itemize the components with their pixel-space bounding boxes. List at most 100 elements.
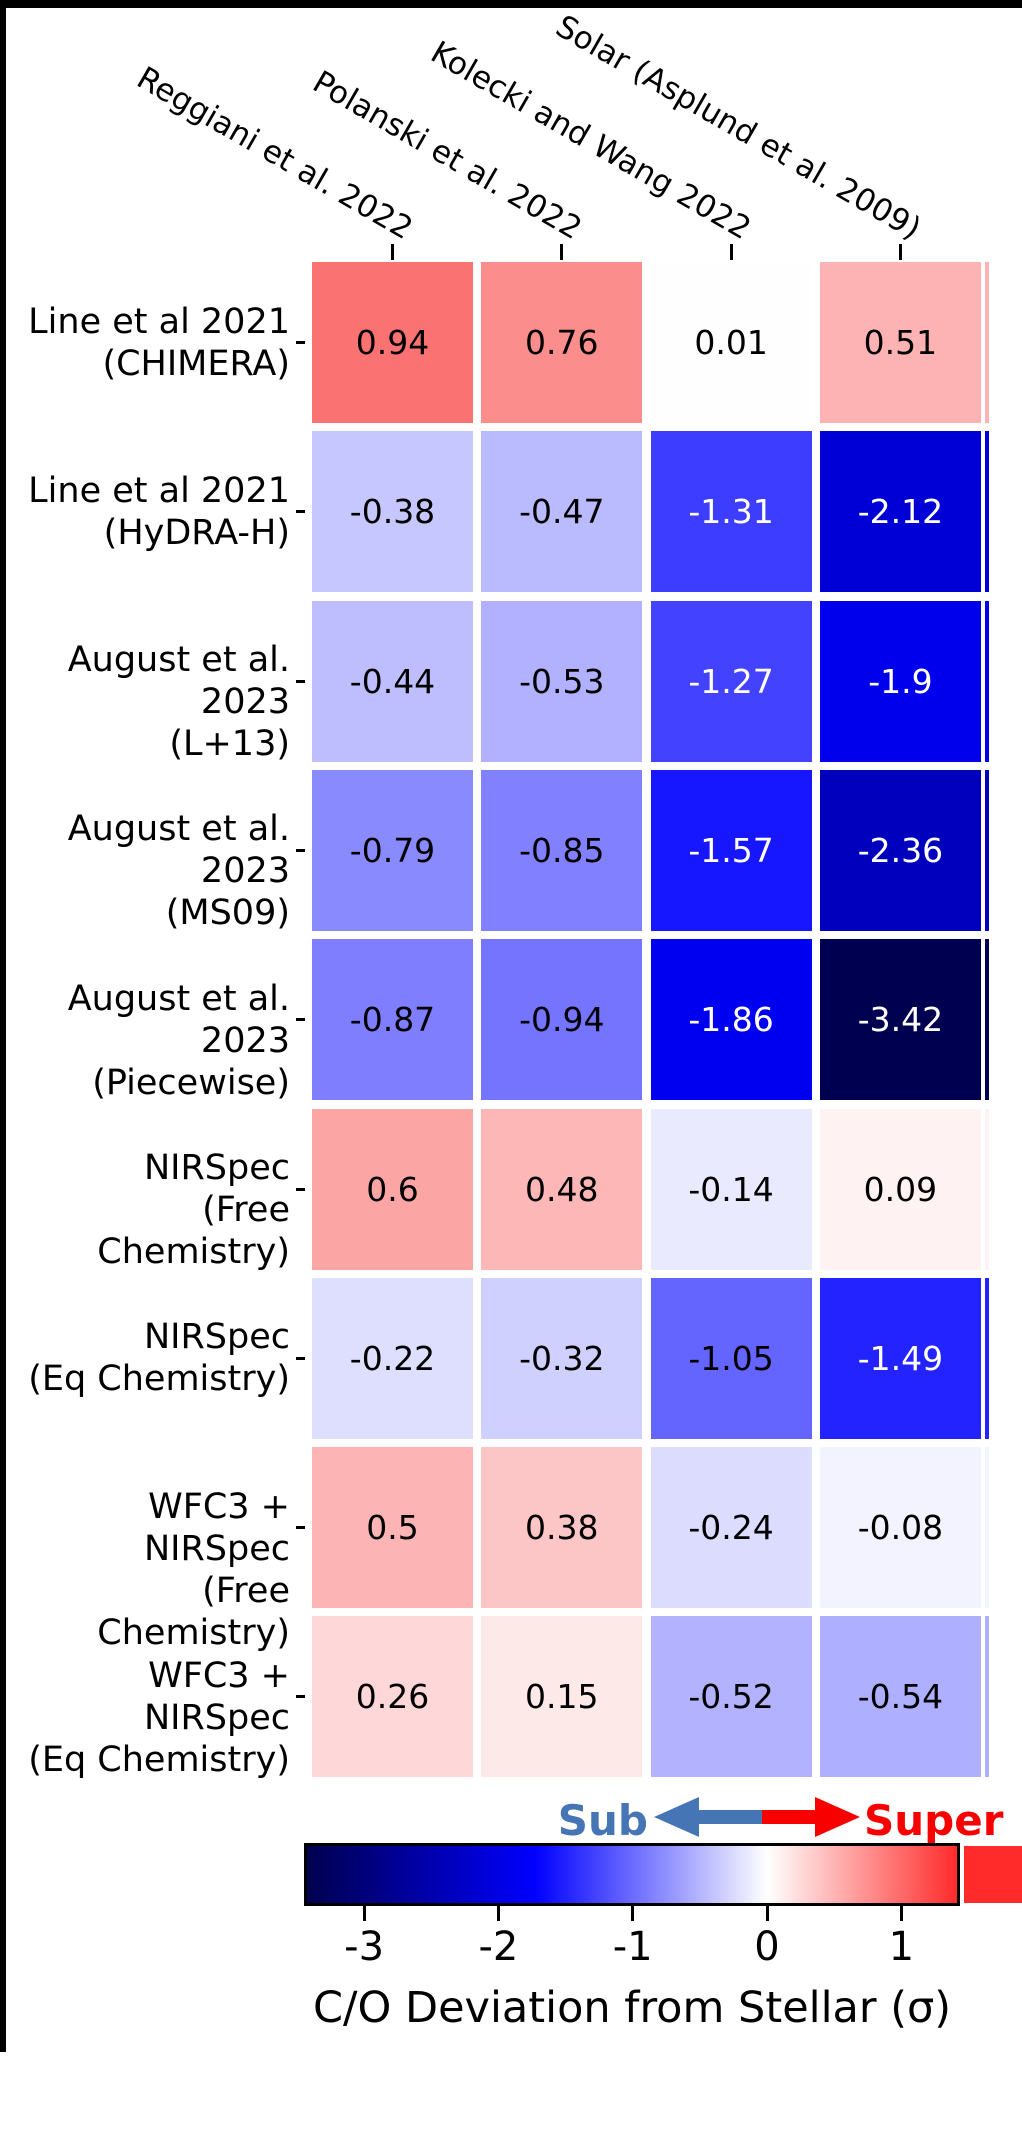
row-label-line: WFC3 + NIRSpec: [143, 1486, 290, 1569]
row-label-line: (MS09): [165, 893, 290, 934]
row-label-line: August et al. 2023: [67, 640, 290, 723]
row-label-line: (HyDRA-H): [103, 512, 290, 553]
heatmap-cell: -0.94: [481, 939, 643, 1101]
window-edge-left: [0, 0, 6, 2052]
row-label: Line et al 2021 (HyDRA-H): [8, 470, 290, 554]
cropped-cell-sliver: [985, 600, 989, 762]
heatmap-cell: -1.05: [650, 1277, 812, 1439]
legend-sub-label: Sub: [557, 1796, 648, 1845]
row-tick: [296, 679, 305, 683]
cropped-cell-sliver: [985, 939, 989, 1101]
row-label-line: Line et al 2021: [28, 470, 290, 511]
row-label-line: August et al. 2023: [67, 809, 290, 892]
heatmap-cell: -0.85: [481, 769, 643, 931]
column-tick: [560, 244, 564, 260]
window-edge-top: [0, 0, 1022, 8]
heatmap-cell: -1.9: [819, 600, 981, 762]
row-label: WFC3 + NIRSpec (Eq Chemistry): [8, 1655, 290, 1781]
row-label-line: NIRSpec: [143, 1317, 290, 1358]
heatmap-cell: -0.38: [312, 431, 473, 593]
cropped-cell-sliver: [985, 1108, 989, 1270]
heatmap-cell: -1.27: [650, 600, 812, 762]
heatmap-cell: 0.38: [481, 1447, 643, 1609]
heatmap-cell: -0.47: [481, 431, 643, 593]
row-label: August et al. 2023 (L+13): [8, 639, 290, 765]
row-label-line: Line et al 2021: [28, 301, 290, 342]
heatmap-cell: 0.15: [481, 1616, 643, 1778]
heatmap-cell: -0.79: [312, 769, 473, 931]
row-label-line: (Free Chemistry): [97, 1190, 290, 1272]
row-label: NIRSpec (Eq Chemistry): [8, 1316, 290, 1400]
colorbar-tick: [899, 1906, 903, 1921]
heatmap-cell: -1.57: [650, 769, 812, 931]
colorbar: [304, 1843, 960, 1906]
heatmap-cell: 0.5: [312, 1447, 473, 1609]
colorbar-tick-label: 0: [754, 1924, 780, 1970]
row-label-line: (Piecewise): [92, 1062, 290, 1103]
row-tick: [296, 1187, 305, 1191]
row-tick: [296, 1695, 305, 1699]
heatmap-cell: -3.42: [819, 939, 981, 1101]
heatmap-cell: 0.6: [312, 1108, 473, 1270]
cropped-cell-sliver: [985, 262, 989, 423]
cropped-cell-sliver: [985, 769, 989, 931]
cropped-cell-sliver: [985, 1447, 989, 1609]
cropped-cell-sliver: [985, 1616, 989, 1778]
heatmap-cell: -1.31: [650, 431, 812, 593]
heatmap-cell: -1.86: [650, 939, 812, 1101]
row-tick: [296, 1356, 305, 1360]
row-label-line: (Free Chemistry): [97, 1570, 290, 1653]
row-label-line: (Eq Chemistry): [28, 1359, 290, 1400]
column-label: Polanski et al. 2022: [306, 63, 588, 247]
column-tick: [898, 244, 902, 260]
row-label-line: August et al. 2023: [67, 978, 290, 1061]
heatmap-cell: 0.76: [481, 262, 643, 423]
row-tick: [296, 341, 305, 344]
heatmap-cell: -0.14: [650, 1108, 812, 1270]
row-label: Line et al 2021 (CHIMERA): [8, 301, 290, 385]
row-label-line: (CHIMERA): [102, 343, 290, 384]
row-tick: [296, 848, 305, 852]
colorbar-tick-label: -1: [612, 1924, 653, 1970]
heatmap-cell: 0.51: [819, 262, 981, 423]
colorbar-tick: [496, 1906, 500, 1921]
row-label-line: NIRSpec: [143, 1148, 290, 1188]
row-label: NIRSpec (Free Chemistry): [8, 1147, 290, 1273]
colorbar-tick-label: -3: [344, 1924, 385, 1970]
heatmap-cell: -0.22: [312, 1277, 473, 1439]
colorbar-tick: [765, 1906, 769, 1921]
heatmap-cell: -0.08: [819, 1447, 981, 1609]
colorbar-tick-label: 1: [888, 1924, 915, 1970]
sub-super-double-arrow-icon: [654, 1797, 860, 1837]
colorbar-tick-label: -2: [478, 1924, 519, 1970]
heatmap-cell: -2.36: [819, 769, 981, 931]
row-label-line: (Eq Chemistry): [28, 1739, 290, 1780]
legend-super-label: Super: [864, 1796, 1004, 1845]
heatmap-cell: 0.94: [312, 262, 473, 423]
colorbar-cropped-extension: [964, 1846, 1022, 1903]
heatmap-cell: 0.01: [650, 262, 812, 423]
heatmap-cell: -0.53: [481, 600, 643, 762]
heatmap-cell: -1.49: [819, 1277, 981, 1439]
heatmap-cell: -0.87: [312, 939, 473, 1101]
heatmap-cell: 0.09: [819, 1108, 981, 1270]
heatmap-cell: 0.48: [481, 1108, 643, 1270]
column-tick: [391, 244, 394, 260]
row-label: August et al. 2023 (MS09): [8, 808, 290, 934]
column-tick: [729, 244, 733, 260]
heatmap-cell: -0.32: [481, 1277, 643, 1439]
heatmap-cell: -0.54: [819, 1616, 981, 1778]
row-label-line: (L+13): [169, 724, 290, 765]
row-tick: [296, 1526, 305, 1530]
row-tick: [296, 1018, 305, 1022]
column-label: Reggiani et al. 2022: [130, 60, 419, 247]
row-label-line: WFC3 + NIRSpec: [143, 1655, 290, 1738]
cropped-cell-sliver: [985, 431, 989, 593]
heatmap-cell: 0.26: [312, 1616, 473, 1778]
heatmap-cell: -0.24: [650, 1447, 812, 1609]
column-label: Kolecki and Wang 2022: [424, 34, 758, 247]
colorbar-tick: [631, 1906, 635, 1921]
cropped-cell-sliver: [985, 1277, 989, 1439]
heatmap-cell: -0.44: [312, 600, 473, 762]
